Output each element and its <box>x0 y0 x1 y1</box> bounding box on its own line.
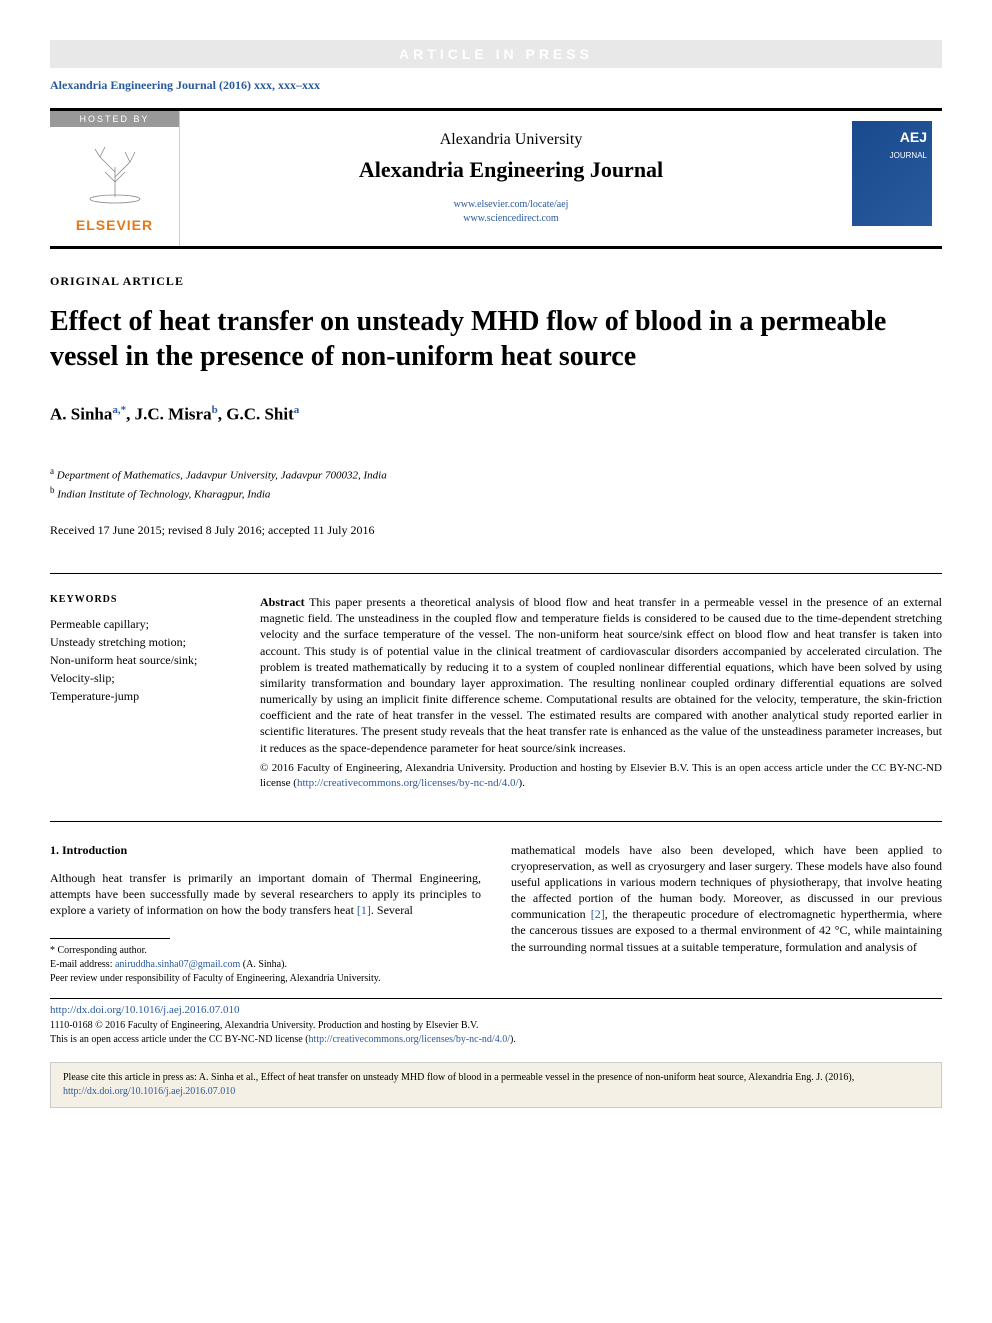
ref-2[interactable]: [2] <box>591 907 605 921</box>
authors: A. Sinhaa,*, J.C. Misrab, G.C. Shita <box>50 404 942 425</box>
author-1-affil: a, <box>112 404 120 416</box>
journal-name: Alexandria Engineering Journal <box>190 157 832 183</box>
affil-b: Indian Institute of Technology, Kharagpu… <box>57 488 270 500</box>
article-title: Effect of heat transfer on unsteady MHD … <box>50 304 942 374</box>
article-type: ORIGINAL ARTICLE <box>50 274 942 289</box>
issn-copyright: 1110-0168 © 2016 Faculty of Engineering,… <box>50 1019 942 1033</box>
license-end: ). <box>510 1034 516 1045</box>
keywords-label: KEYWORDS <box>50 594 230 605</box>
abstract-label: Abstract <box>260 595 305 609</box>
license-text: This is an open access article under the… <box>50 1034 309 1045</box>
copyright-end: ). <box>519 777 525 789</box>
divider-mid <box>50 821 942 822</box>
article-dates: Received 17 June 2015; revised 8 July 20… <box>50 523 942 538</box>
publisher-box: HOSTED BY ELSEVIER <box>50 111 180 246</box>
intro-heading: 1. Introduction <box>50 842 481 858</box>
cite-doi-link[interactable]: http://dx.doi.org/10.1016/j.aej.2016.07.… <box>63 1086 235 1097</box>
affil-a: Department of Mathematics, Jadavpur Univ… <box>57 469 387 481</box>
elsevier-logo <box>50 127 179 217</box>
header-center: Alexandria University Alexandria Enginee… <box>180 111 842 246</box>
university-name: Alexandria University <box>190 131 832 149</box>
corresponding-author: * Corresponding author. <box>50 944 481 958</box>
journal-header: HOSTED BY ELSEVIER Alexandria University… <box>50 108 942 249</box>
ref-1[interactable]: [1] <box>357 903 371 917</box>
affil-b-sup: b <box>50 485 55 495</box>
abstract-section: KEYWORDS Permeable capillary; Unsteady s… <box>50 594 942 791</box>
body-col-left: 1. Introduction Although heat transfer i… <box>50 842 481 987</box>
author-3-affil: a <box>294 404 300 416</box>
author-2: , J.C. Misra <box>126 405 211 424</box>
citation-box: Please cite this article in press as: A.… <box>50 1062 942 1108</box>
keywords-column: KEYWORDS Permeable capillary; Unsteady s… <box>50 594 230 791</box>
body-section: 1. Introduction Although heat transfer i… <box>50 842 942 987</box>
body-col-right: mathematical models have also been devel… <box>511 842 942 987</box>
footnotes: * Corresponding author. E-mail address: … <box>50 944 481 986</box>
cite-text: Please cite this article in press as: A.… <box>63 1072 854 1083</box>
divider-top <box>50 573 942 574</box>
bottom-copyright: 1110-0168 © 2016 Faculty of Engineering,… <box>50 1019 942 1047</box>
license-link[interactable]: http://creativecommons.org/licenses/by-n… <box>297 777 519 789</box>
intro-text-1: Although heat transfer is primarily an i… <box>50 871 481 917</box>
author-3: , G.C. Shit <box>218 405 294 424</box>
journal-links: www.elsevier.com/locate/aej www.scienced… <box>190 198 832 226</box>
journal-link-1[interactable]: www.elsevier.com/locate/aej <box>190 198 832 212</box>
email-suffix: (A. Sinha). <box>240 959 287 970</box>
intro-text-1-end: . Several <box>371 903 413 917</box>
footnote-divider <box>50 938 170 939</box>
journal-link-2[interactable]: www.sciencedirect.com <box>190 212 832 226</box>
abstract-text: This paper presents a theoretical analys… <box>260 595 942 755</box>
author-1: A. Sinha <box>50 405 112 424</box>
elsevier-text: ELSEVIER <box>50 217 179 241</box>
email-label: E-mail address: <box>50 959 115 970</box>
peer-review-note: Peer review under responsibility of Facu… <box>50 972 481 986</box>
cover-label: JOURNAL <box>890 151 927 160</box>
abstract-column: Abstract This paper presents a theoretic… <box>260 594 942 791</box>
affil-a-sup: a <box>50 466 54 476</box>
hosted-by-label: HOSTED BY <box>50 111 179 127</box>
doi-link[interactable]: http://dx.doi.org/10.1016/j.aej.2016.07.… <box>50 1004 942 1016</box>
bottom-license-link[interactable]: http://creativecommons.org/licenses/by-n… <box>309 1034 510 1045</box>
keywords-list: Permeable capillary; Unsteady stretching… <box>50 615 230 705</box>
abstract-copyright: © 2016 Faculty of Engineering, Alexandri… <box>260 761 942 791</box>
article-in-press-banner: ARTICLE IN PRESS <box>50 40 942 68</box>
email-link[interactable]: aniruddha.sinha07@gmail.com <box>115 959 240 970</box>
journal-cover: AEJ JOURNAL <box>842 111 942 246</box>
cover-image: AEJ JOURNAL <box>852 121 932 226</box>
bottom-divider <box>50 998 942 999</box>
citation-line: Alexandria Engineering Journal (2016) xx… <box>50 78 942 93</box>
cover-code: AEJ <box>900 129 927 145</box>
affiliations: a Department of Mathematics, Jadavpur Un… <box>50 465 942 503</box>
